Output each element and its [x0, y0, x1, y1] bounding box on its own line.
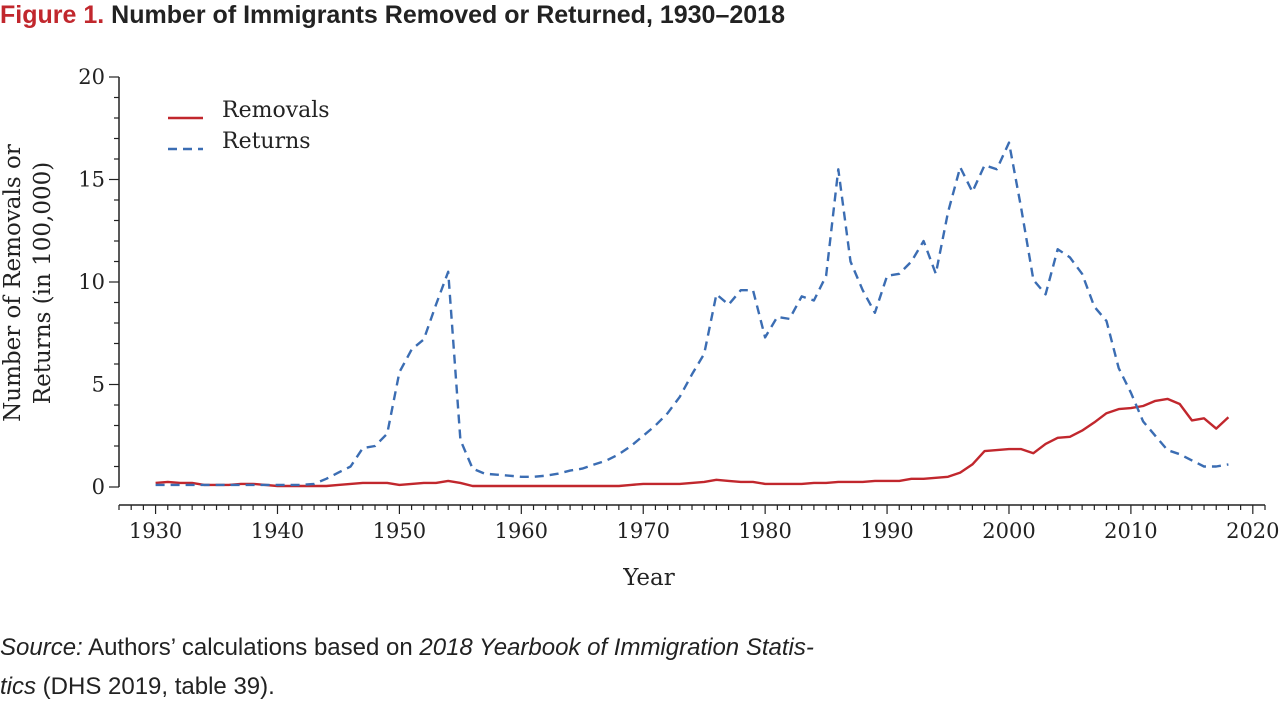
- chart-series: [155, 141, 1230, 488]
- source-label: Source:: [0, 634, 83, 661]
- source-publication-part-2: tics: [0, 673, 36, 700]
- x-tick-label: 1940: [251, 519, 304, 543]
- x-tick-label: 1990: [860, 519, 913, 543]
- x-tick-label: 1980: [738, 519, 791, 543]
- x-tick-label: 2020: [1226, 519, 1279, 543]
- source-text-2: (DHS 2019, table 39).: [42, 673, 275, 700]
- figure-title-text: Number of Immigrants Removed or Returned…: [111, 1, 785, 29]
- chart-axes: 1930 1940 1950 1960 1970 1980 1990 2000 2010 2020…: [78, 65, 1279, 543]
- source-note: Source: Authors’ calculations based on 2…: [0, 628, 1000, 706]
- series-line-removals: [155, 397, 1230, 488]
- x-tick-label: 1970: [617, 519, 670, 543]
- x-tick-label: 2010: [1104, 519, 1157, 543]
- x-tick-label: 1960: [495, 519, 548, 543]
- x-tick-label: 1950: [373, 519, 426, 543]
- source-line-1: Source: Authors’ calculations based on 2…: [0, 628, 1000, 667]
- x-axis-label: Year: [622, 565, 675, 591]
- line-chart: 1930 1940 1950 1960 1970 1980 1990 2000 2010 2020…: [0, 65, 1280, 591]
- x-tick-label: 2000: [982, 519, 1035, 543]
- y-axis-label-line-2: Returns (in 100,000): [30, 162, 56, 404]
- y-axis-label-line-1: Number of Removals or: [0, 144, 26, 422]
- chart-legend: Removals Returns: [168, 98, 330, 154]
- source-text-1: Authors’ calculations based on: [88, 634, 413, 661]
- source-line-2: tics (DHS 2019, table 39).: [0, 667, 1000, 706]
- y-tick-label: 15: [78, 168, 105, 192]
- series-line-returns: [155, 141, 1229, 487]
- y-tick-label: 20: [78, 65, 105, 89]
- y-tick-label: 5: [92, 373, 105, 397]
- y-tick-label: 10: [78, 270, 105, 294]
- y-tick-label: 0: [92, 475, 105, 499]
- figure-label: Figure 1.: [0, 1, 105, 29]
- figure-title: Figure 1. Number of Immigrants Removed o…: [0, 0, 785, 30]
- legend-label-removals: Removals: [222, 98, 330, 123]
- source-publication-part-1: 2018 Yearbook of Immigration Statis-: [419, 634, 814, 661]
- x-tick-label: 1930: [129, 519, 182, 543]
- legend-label-returns: Returns: [222, 129, 311, 154]
